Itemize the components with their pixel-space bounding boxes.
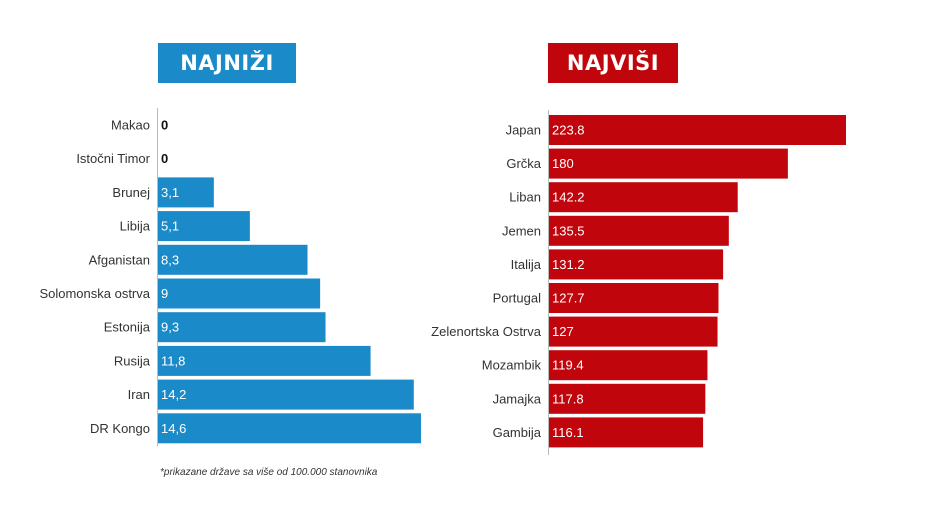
bar-lowest-8	[158, 345, 371, 376]
category-label-lowest-9: Iran	[128, 387, 150, 402]
value-label-highest-2: 180	[552, 156, 574, 171]
bar-lowest-6	[158, 278, 321, 309]
category-label-highest-10: Gambija	[493, 425, 542, 440]
category-label-lowest-4: Libija	[120, 219, 151, 234]
category-label-highest-8: Mozambik	[482, 358, 542, 373]
value-label-highest-3: 142.2	[552, 190, 585, 205]
bar-highest-4	[549, 215, 729, 246]
category-label-highest-6: Portugal	[493, 291, 542, 306]
value-label-lowest-5: 8,3	[161, 252, 179, 267]
category-label-highest-9: Jamajka	[493, 391, 542, 406]
category-label-highest-2: Grčka	[506, 156, 541, 171]
value-label-lowest-6: 9	[161, 286, 168, 301]
value-label-highest-1: 223.8	[552, 123, 585, 138]
bar-lowest-3	[158, 177, 214, 208]
category-label-lowest-7: Estonija	[104, 320, 151, 335]
value-label-lowest-7: 9,3	[161, 320, 179, 335]
value-label-highest-8: 119.4	[552, 358, 584, 373]
bar-highest-7	[549, 316, 718, 347]
bar-highest-9	[549, 383, 706, 414]
value-label-lowest-3: 3,1	[161, 185, 179, 200]
bar-highest-1	[549, 115, 846, 145]
value-label-lowest-10: 14,6	[161, 421, 186, 436]
value-label-lowest-9: 14,2	[161, 387, 186, 402]
category-label-highest-5: Italija	[511, 257, 542, 272]
value-label-lowest-8: 11,8	[161, 353, 185, 368]
bar-highest-8	[549, 350, 708, 381]
bar-highest-5	[549, 249, 724, 280]
value-label-highest-10: 116.1	[552, 425, 584, 440]
category-label-lowest-5: Afganistan	[89, 252, 150, 267]
category-label-highest-1: Japan	[506, 123, 541, 138]
value-label-lowest-2: 0	[161, 151, 168, 166]
category-label-lowest-10: DR Kongo	[90, 421, 150, 436]
category-label-highest-7: Zelenortska Ostrva	[431, 324, 542, 339]
footnote: *prikazane države sa više od 100.000 sta…	[160, 467, 378, 478]
value-label-highest-4: 135.5	[552, 223, 585, 238]
value-label-highest-9: 117.8	[552, 391, 584, 406]
category-label-lowest-2: Istočni Timor	[76, 151, 150, 166]
bar-lowest-4	[158, 211, 250, 242]
bar-highest-3	[549, 182, 738, 213]
category-label-lowest-3: Brunej	[112, 185, 150, 200]
chart-title-lowest: NAJNIŽI	[158, 43, 296, 83]
bar-highest-2	[549, 148, 788, 179]
value-label-lowest-1: 0	[161, 118, 168, 133]
category-label-lowest-1: Makao	[111, 118, 150, 133]
chart-title-highest: NAJVIŠI	[548, 43, 678, 83]
value-label-highest-5: 131.2	[552, 257, 585, 272]
category-label-lowest-6: Solomonska ostrva	[39, 286, 150, 301]
bar-highest-10	[549, 417, 704, 448]
category-label-highest-3: Liban	[509, 190, 541, 205]
value-label-highest-6: 127.7	[552, 291, 585, 306]
category-label-lowest-8: Rusija	[114, 353, 151, 368]
category-label-highest-4: Jemen	[502, 223, 541, 238]
value-label-lowest-4: 5,1	[161, 219, 179, 234]
value-label-highest-7: 127	[552, 324, 574, 339]
bar-highest-6	[549, 283, 719, 313]
bar-lowest-5	[158, 244, 308, 275]
bar-lowest-10	[158, 413, 421, 444]
bar-lowest-9	[158, 379, 414, 410]
bar-lowest-7	[158, 312, 326, 343]
